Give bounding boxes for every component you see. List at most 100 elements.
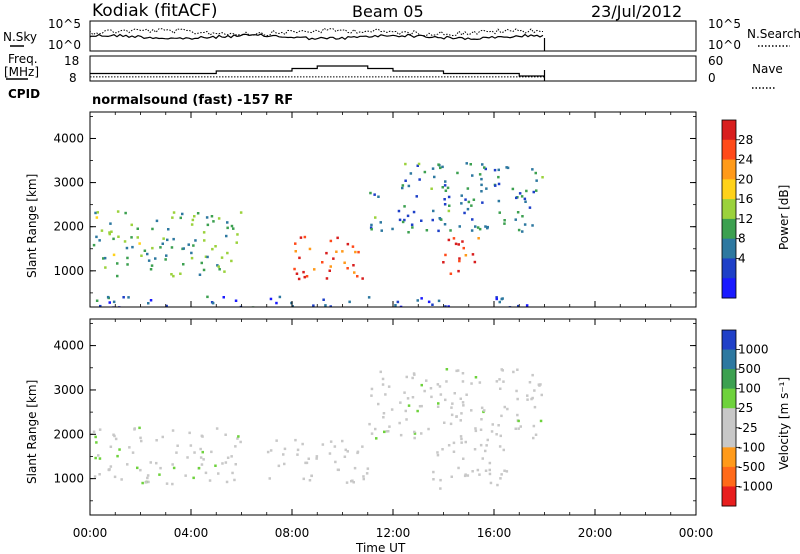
heatmap-cell bbox=[517, 427, 520, 430]
heatmap-cell bbox=[486, 438, 489, 442]
heatmap-cell bbox=[505, 166, 508, 169]
heatmap-cell bbox=[444, 189, 448, 192]
power-colorbar-label: Power [dB] bbox=[777, 185, 791, 250]
velocity-colorbar-tick-label: -1000 bbox=[738, 479, 773, 493]
cpid-program: normalsound (fast) -157 RF bbox=[92, 93, 293, 108]
heatmap-cell bbox=[436, 405, 440, 408]
noise-left-label: N.Sky bbox=[3, 30, 37, 44]
heatmap-cell bbox=[116, 210, 120, 213]
heatmap-cell bbox=[484, 469, 488, 472]
velocity-colorbar-swatch bbox=[722, 349, 736, 370]
heatmap-cell bbox=[182, 263, 185, 266]
heatmap-cell bbox=[412, 210, 416, 214]
heatmap-cell bbox=[224, 461, 228, 464]
heatmap-cell bbox=[171, 429, 175, 432]
heatmap-cell bbox=[499, 387, 502, 390]
heatmap-cell bbox=[303, 235, 307, 239]
heatmap-cell bbox=[374, 216, 377, 219]
heatmap-cell bbox=[540, 393, 543, 397]
heatmap-cell bbox=[126, 263, 129, 266]
heatmap-cell bbox=[290, 301, 293, 305]
heatmap-cell bbox=[490, 430, 494, 433]
heatmap-cell bbox=[488, 472, 492, 476]
velocity-colorbar-swatch bbox=[722, 388, 736, 409]
heatmap-cell bbox=[447, 209, 451, 213]
heatmap-cell bbox=[539, 419, 543, 423]
heatmap-cell bbox=[341, 439, 344, 443]
heatmap-cell bbox=[200, 463, 204, 466]
heatmap-cell bbox=[457, 243, 460, 246]
heatmap-cell bbox=[97, 454, 100, 457]
heatmap-cell bbox=[116, 454, 119, 458]
x-tick-label: 00:00 bbox=[73, 526, 108, 540]
heatmap-cell bbox=[194, 239, 197, 242]
heatmap-cell bbox=[315, 455, 319, 458]
cpid-label: CPID bbox=[8, 87, 40, 101]
freq-left-tick-bottom: 8 bbox=[69, 71, 77, 85]
heatmap-cell bbox=[136, 227, 139, 230]
heatmap-cell bbox=[412, 372, 416, 375]
heatmap-cell bbox=[427, 427, 430, 431]
heatmap-cell bbox=[211, 301, 215, 305]
heatmap-cell bbox=[462, 404, 465, 407]
heatmap-cell bbox=[131, 451, 135, 454]
heatmap-cell bbox=[521, 215, 524, 218]
heatmap-cell bbox=[146, 476, 149, 480]
heatmap-cell bbox=[436, 453, 440, 457]
heatmap-cell bbox=[230, 455, 233, 458]
heatmap-cell bbox=[382, 412, 386, 415]
heatmap-cell bbox=[461, 401, 465, 404]
power-colorbar: 28 24 20 16 12 8 4 bbox=[721, 119, 753, 299]
freq-left-tick-top: 18 bbox=[64, 54, 79, 68]
heatmap-cell bbox=[328, 452, 332, 455]
heatmap-cell bbox=[356, 451, 359, 455]
heatmap-cell bbox=[367, 296, 371, 299]
heatmap-cell bbox=[117, 235, 120, 238]
heatmap-cell bbox=[138, 426, 141, 430]
heatmap-cell bbox=[382, 416, 385, 419]
heatmap-cell bbox=[365, 472, 369, 475]
heatmap-cell bbox=[299, 236, 303, 239]
heatmap-cell bbox=[149, 461, 152, 464]
heatmap-cell bbox=[109, 445, 113, 448]
heatmap-cell bbox=[155, 461, 158, 465]
heatmap-cell bbox=[277, 464, 281, 468]
heatmap-cell bbox=[429, 387, 433, 390]
heatmap-cell bbox=[308, 479, 312, 482]
heatmap-cell bbox=[464, 254, 468, 257]
heatmap-cell bbox=[430, 187, 433, 190]
heatmap-cell bbox=[514, 427, 517, 430]
heatmap-cell bbox=[431, 167, 435, 170]
heatmap-cell bbox=[462, 457, 465, 460]
heatmap-cell bbox=[450, 406, 453, 409]
heatmap-cell bbox=[383, 430, 386, 434]
heatmap-cell bbox=[478, 473, 481, 476]
heatmap-cell bbox=[477, 237, 480, 240]
heatmap-cell bbox=[191, 218, 195, 222]
beam-title: Beam 05 bbox=[352, 2, 424, 21]
heatmap-cell bbox=[366, 467, 370, 470]
heatmap-cell bbox=[266, 450, 270, 454]
heatmap-cell bbox=[146, 474, 150, 477]
heatmap-cell bbox=[415, 195, 418, 198]
heatmap-cell bbox=[535, 179, 538, 182]
heatmap-cell bbox=[308, 247, 312, 251]
heatmap-cell bbox=[460, 194, 463, 197]
velocity-colorbar-swatch bbox=[722, 369, 736, 390]
heatmap-cell bbox=[150, 264, 154, 267]
heatmap-cell bbox=[172, 466, 176, 470]
heatmap-cell bbox=[411, 376, 414, 380]
heatmap-cell bbox=[410, 223, 414, 226]
heatmap-cell bbox=[350, 479, 353, 483]
heatmap-cell bbox=[404, 162, 407, 166]
noise-right-tick-top: 10^5 bbox=[708, 17, 741, 31]
heatmap-cell bbox=[333, 445, 337, 448]
heatmap-cell bbox=[405, 418, 408, 421]
power-colorbar-swatch bbox=[722, 179, 736, 200]
heatmap-cell bbox=[459, 397, 462, 400]
freq-right-tick-bottom: 0 bbox=[708, 71, 716, 85]
heatmap-cell bbox=[95, 299, 99, 302]
heatmap-cell bbox=[94, 211, 97, 215]
heatmap-cell bbox=[518, 192, 522, 195]
heatmap-cell bbox=[230, 224, 234, 228]
